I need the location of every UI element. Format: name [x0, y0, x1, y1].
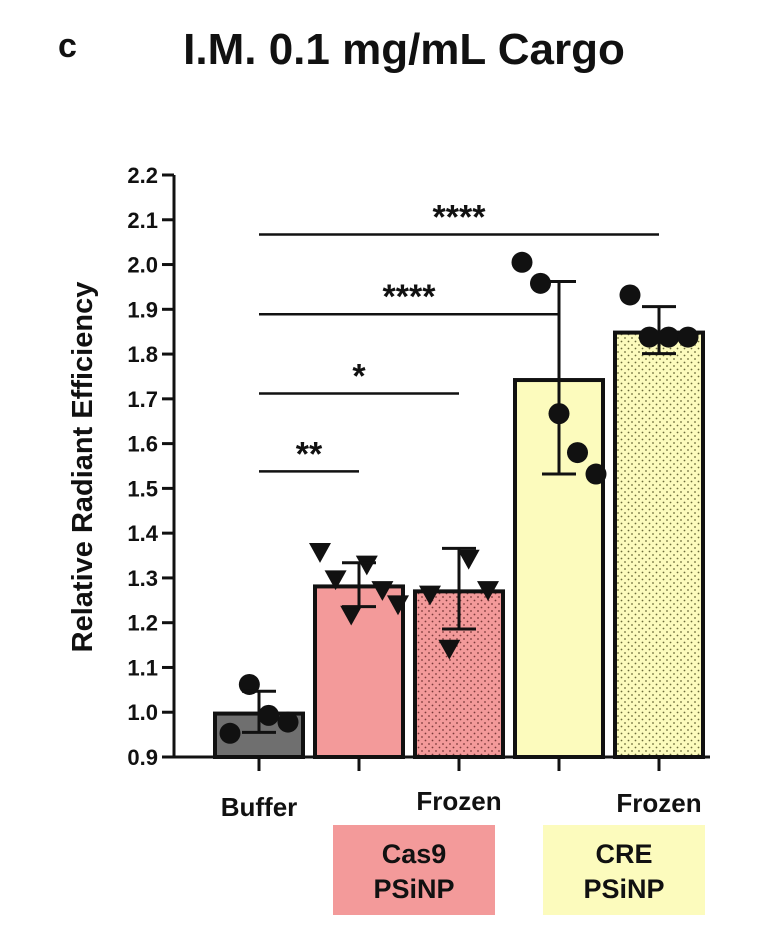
data-point	[677, 326, 699, 348]
data-point	[371, 581, 394, 601]
data-point	[277, 711, 299, 733]
bar	[313, 584, 405, 760]
data-point	[355, 555, 378, 576]
data-point	[438, 639, 461, 660]
significance-label: ****	[433, 199, 487, 237]
y-tick-label: 2.2	[127, 163, 158, 188]
data-point	[567, 442, 588, 464]
x-axis: Buffer Frozen Frozen	[174, 755, 710, 822]
data-point	[658, 326, 680, 348]
y-tick-label: 1.3	[127, 566, 158, 591]
y-tick-label: 1.8	[127, 342, 158, 367]
data-points	[219, 251, 699, 744]
group-label-cre: CRE PSiNP	[543, 825, 705, 915]
significance-brackets: ***********	[259, 199, 659, 473]
group-label-cas9-line2: PSiNP	[373, 874, 454, 904]
data-point	[387, 595, 409, 616]
data-point	[511, 251, 533, 273]
data-point	[530, 272, 551, 294]
significance-label: *	[352, 357, 366, 395]
significance-label: **	[296, 435, 323, 473]
data-point	[457, 549, 480, 570]
group-label-cas9: Cas9 PSiNP	[333, 825, 495, 915]
y-tick-label: 1.4	[127, 521, 158, 546]
bar	[613, 330, 705, 759]
data-point	[619, 284, 641, 306]
significance-label: ****	[383, 278, 437, 316]
x-tick-label: Frozen	[416, 786, 501, 816]
x-tick-label: Buffer	[221, 792, 298, 822]
panel-letter: c	[58, 27, 77, 65]
y-tick-label: 1.5	[127, 476, 158, 501]
data-point	[419, 585, 441, 606]
y-axis-label: Relative Radiant Efficiency	[67, 282, 99, 653]
data-point	[585, 463, 607, 485]
data-point	[309, 543, 331, 563]
y-tick-label: 1.6	[127, 432, 158, 457]
group-label-cas9-line1: Cas9	[382, 839, 447, 869]
data-point	[340, 605, 363, 626]
y-tick-label: 1.1	[127, 655, 158, 680]
data-point	[638, 326, 660, 348]
chart-title: I.M. 0.1 mg/mL Cargo	[183, 25, 625, 74]
y-tick-label: 1.7	[127, 387, 158, 412]
group-label-cre-line2: PSiNP	[583, 874, 664, 904]
y-tick-label: 0.9	[127, 745, 158, 770]
y-axis: 0.9 1.0 1.1 1.2 1.3 1.4 1.5 1.6 1.7 1.8 1.9 2.0 2.1 2…	[127, 163, 176, 770]
y-tick-label: 2.1	[127, 208, 158, 233]
x-tick-label: Frozen	[616, 788, 701, 818]
y-tick-label: 2.0	[127, 253, 158, 278]
group-label-cre-line1: CRE	[595, 839, 652, 869]
data-point	[477, 581, 499, 601]
data-point	[258, 704, 280, 726]
data-point	[219, 722, 241, 744]
y-tick-label: 1.0	[127, 700, 158, 725]
y-tick-label: 1.2	[127, 611, 158, 636]
group-label-cas9-box	[333, 825, 495, 915]
data-point	[324, 570, 347, 591]
group-label-cre-box	[543, 825, 705, 915]
bars	[213, 330, 705, 760]
y-tick-label: 1.9	[127, 297, 158, 322]
